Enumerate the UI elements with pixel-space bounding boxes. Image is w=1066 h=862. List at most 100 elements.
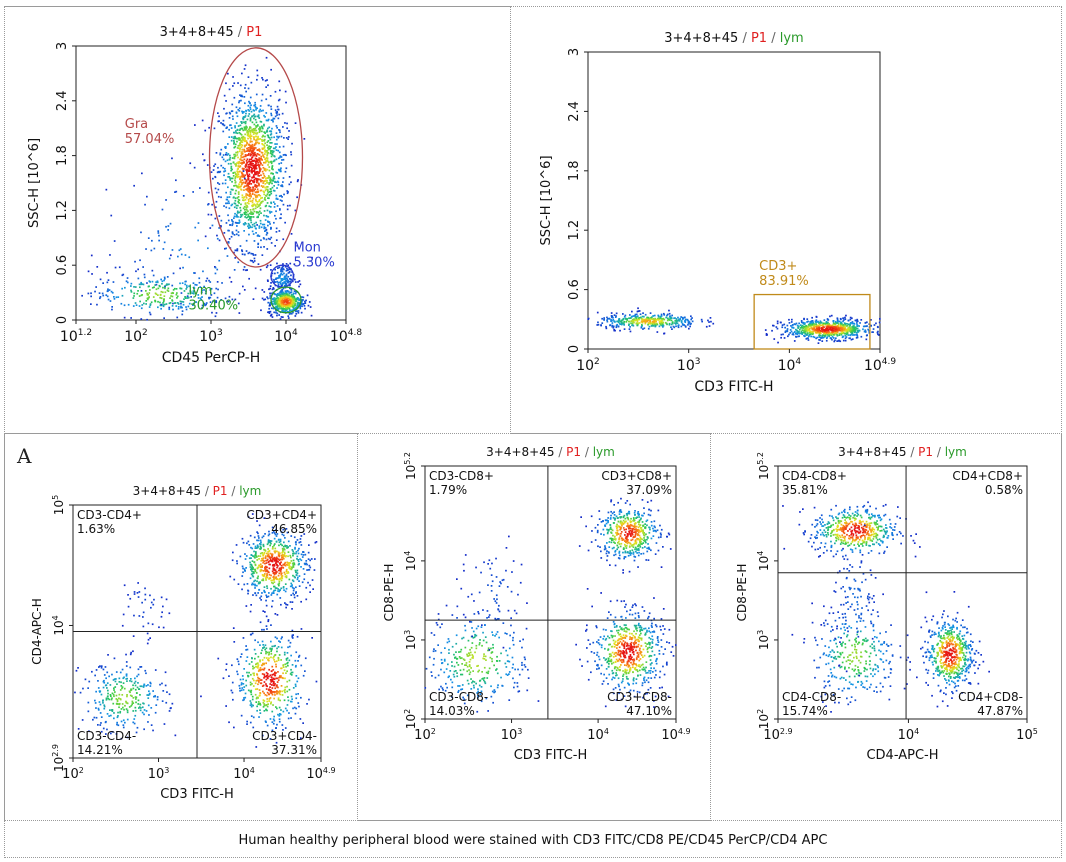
x-tick-label-exp: 4 [292,328,298,338]
data-point [250,158,253,161]
data-point [260,309,262,312]
data-point [257,115,260,118]
data-point [168,257,171,260]
data-point [820,332,822,335]
data-point [207,247,209,250]
data-point [240,181,243,184]
data-point [283,541,285,544]
data-point [667,317,669,320]
data-point [676,322,679,325]
data-point [263,692,265,695]
data-point [245,110,248,112]
data-point [781,326,784,329]
data-point [792,332,795,334]
data-point [225,202,227,205]
data-point [275,158,278,161]
data-point [274,245,276,247]
data-point [257,680,260,682]
data-point [291,601,294,603]
data-point [261,152,264,154]
data-point [251,204,253,207]
data-point [269,541,272,544]
data-point [262,147,265,150]
data-point [268,530,270,533]
data-point [269,287,271,290]
data-point [665,322,668,325]
data-point [99,297,101,300]
data-point [823,334,826,337]
data-point [802,321,805,324]
data-point [247,540,250,543]
data-point [292,566,295,568]
data-point [229,193,232,195]
data-point [309,559,311,562]
data-point [807,320,809,323]
data-point [237,165,240,168]
data-point [260,174,262,177]
data-point [239,216,242,218]
data-point [265,98,268,101]
data-point [287,572,290,574]
data-point [234,199,237,202]
data-point [811,316,813,319]
data-point [226,154,229,156]
data-point [235,106,238,109]
data-point [273,575,275,578]
data-point [837,330,839,333]
data-point [845,322,847,325]
data-point [295,291,297,293]
data-point [802,329,805,332]
data-point [280,268,282,271]
data-point [251,513,254,515]
data-point [220,299,222,301]
data-point [654,324,656,327]
data-point [274,143,276,145]
data-point [261,565,263,567]
data-point [851,326,854,329]
data-point [266,576,269,579]
data-point [269,142,271,144]
data-point [279,675,281,677]
data-point [112,281,115,283]
data-point [241,687,244,689]
data-point [277,157,280,160]
data-point [289,585,292,588]
data-point [131,700,134,703]
data-point [194,283,197,286]
data-point [237,193,240,195]
data-point [193,272,195,274]
data-point [232,175,235,177]
data-point [811,320,814,322]
data-point [270,681,272,683]
data-point [255,556,258,558]
data-point [248,102,251,105]
data-point [145,248,147,250]
data-point [219,153,222,156]
data-point [234,173,237,175]
data-point [805,338,808,340]
data-point [851,338,854,340]
data-point [281,636,283,638]
data-point [629,317,632,319]
data-point [270,133,273,135]
data-point [281,558,284,561]
data-point [242,699,244,702]
data-point [291,585,293,588]
data-point [834,330,837,332]
data-point [252,176,254,179]
data-point [242,683,245,685]
data-point [256,191,258,194]
data-point [240,154,242,157]
data-point [632,315,635,317]
data-point [304,670,306,672]
data-point [683,320,686,322]
data-point [257,159,260,161]
data-point [272,582,274,585]
data-point [262,662,264,665]
data-point [852,325,855,327]
data-point [276,143,278,145]
data-point [299,283,302,286]
data-point [177,306,180,308]
data-point [803,331,805,334]
